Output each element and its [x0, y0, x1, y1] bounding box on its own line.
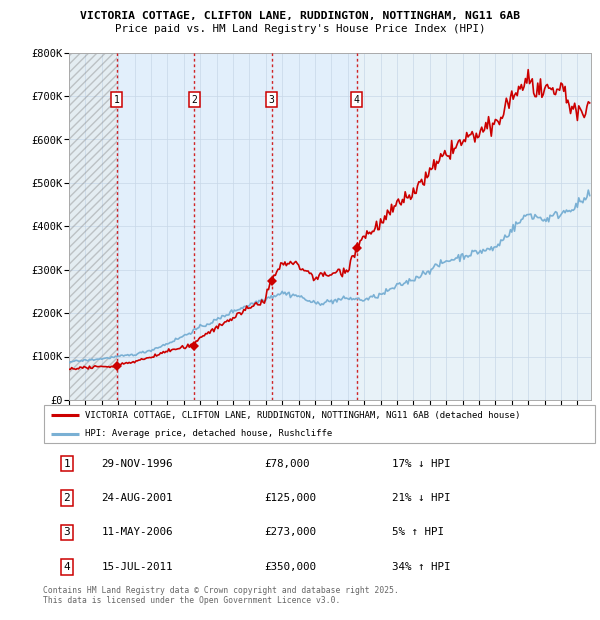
- Text: 11-MAY-2006: 11-MAY-2006: [101, 528, 173, 538]
- Text: 1: 1: [64, 459, 70, 469]
- Text: 34% ↑ HPI: 34% ↑ HPI: [392, 562, 450, 572]
- Text: £273,000: £273,000: [265, 528, 316, 538]
- Text: VICTORIA COTTAGE, CLIFTON LANE, RUDDINGTON, NOTTINGHAM, NG11 6AB (detached house: VICTORIA COTTAGE, CLIFTON LANE, RUDDINGT…: [85, 410, 520, 420]
- Bar: [69, 53, 117, 400]
- Text: 29-NOV-1996: 29-NOV-1996: [101, 459, 173, 469]
- Text: 2: 2: [64, 493, 70, 503]
- Text: 24-AUG-2001: 24-AUG-2001: [101, 493, 173, 503]
- Text: 5% ↑ HPI: 5% ↑ HPI: [392, 528, 444, 538]
- Text: 17% ↓ HPI: 17% ↓ HPI: [392, 459, 450, 469]
- Text: 4: 4: [354, 95, 359, 105]
- Text: £350,000: £350,000: [265, 562, 316, 572]
- Text: £125,000: £125,000: [265, 493, 316, 503]
- Bar: [117, 53, 356, 400]
- Text: 4: 4: [64, 562, 70, 572]
- Bar: [69, 53, 117, 400]
- Text: 3: 3: [64, 528, 70, 538]
- Text: HPI: Average price, detached house, Rushcliffe: HPI: Average price, detached house, Rush…: [85, 429, 332, 438]
- Text: 1: 1: [114, 95, 119, 105]
- Text: VICTORIA COTTAGE, CLIFTON LANE, RUDDINGTON, NOTTINGHAM, NG11 6AB: VICTORIA COTTAGE, CLIFTON LANE, RUDDINGT…: [80, 11, 520, 21]
- Text: 3: 3: [269, 95, 275, 105]
- Text: 21% ↓ HPI: 21% ↓ HPI: [392, 493, 450, 503]
- Text: 15-JUL-2011: 15-JUL-2011: [101, 562, 173, 572]
- Text: Contains HM Land Registry data © Crown copyright and database right 2025.
This d: Contains HM Land Registry data © Crown c…: [43, 586, 399, 605]
- Text: Price paid vs. HM Land Registry's House Price Index (HPI): Price paid vs. HM Land Registry's House …: [115, 24, 485, 33]
- Text: 2: 2: [191, 95, 197, 105]
- Text: £78,000: £78,000: [265, 459, 310, 469]
- FancyBboxPatch shape: [44, 405, 595, 443]
